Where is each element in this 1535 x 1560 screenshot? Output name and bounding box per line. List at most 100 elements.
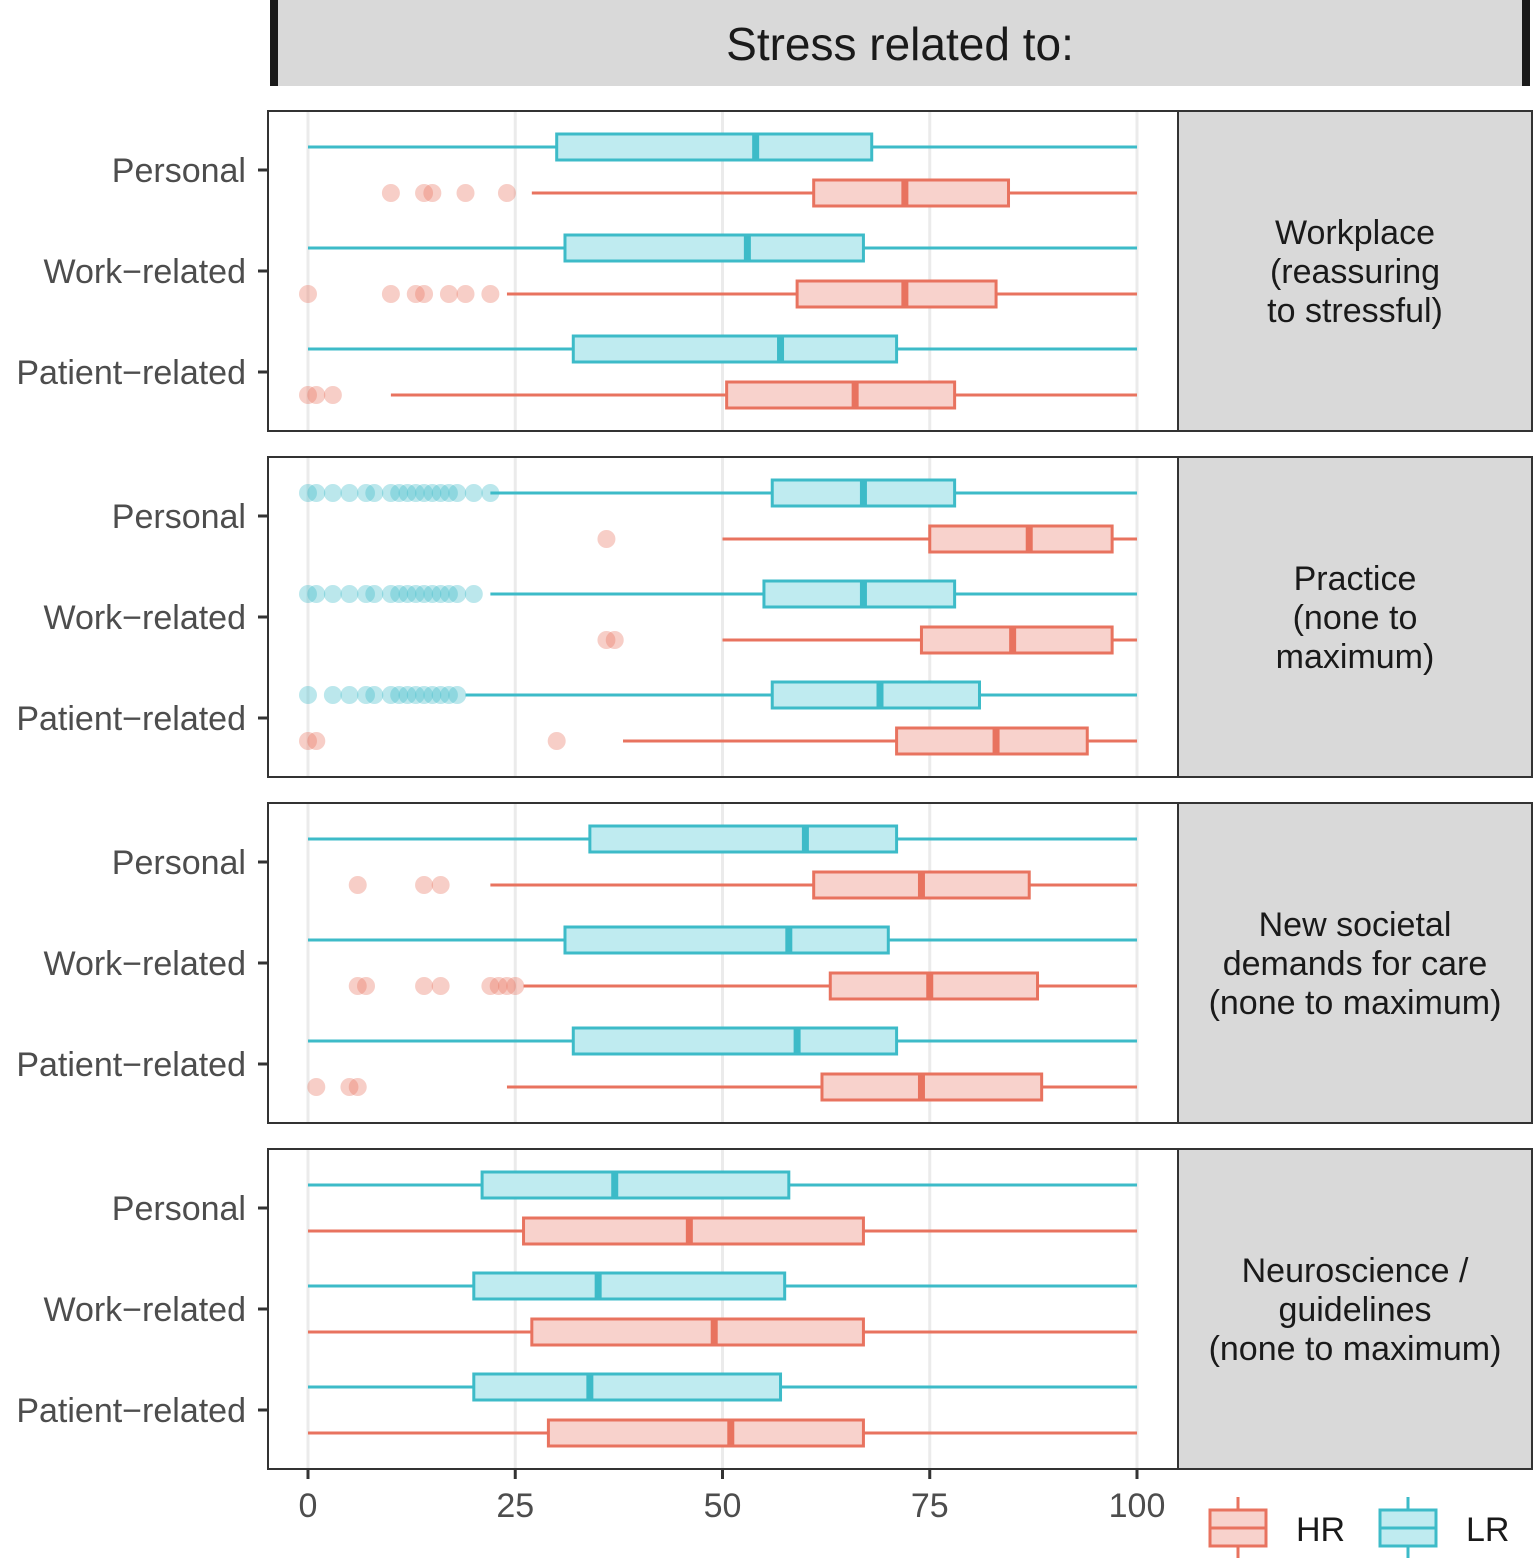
outlier-point bbox=[390, 484, 409, 502]
outlier-point bbox=[348, 1078, 367, 1096]
outlier-point bbox=[323, 484, 342, 502]
box-iqr bbox=[588, 824, 899, 854]
outlier-point bbox=[307, 484, 326, 502]
outlier-point bbox=[481, 977, 500, 995]
facet-strip-label: Neuroscience / bbox=[1242, 1252, 1469, 1290]
outlier-point bbox=[497, 184, 516, 202]
outlier-point bbox=[390, 585, 409, 603]
outlier-point bbox=[415, 285, 434, 303]
outlier-point bbox=[365, 585, 384, 603]
box-lr bbox=[308, 1271, 1137, 1301]
box-lr bbox=[308, 334, 1137, 364]
legend-item-hr: HR bbox=[1208, 1497, 1345, 1558]
outlier-point bbox=[431, 977, 450, 995]
outlier-point bbox=[357, 484, 376, 502]
y-tick-label: Patient−related bbox=[16, 1046, 246, 1084]
box-lr bbox=[308, 1372, 1137, 1402]
box-hr bbox=[308, 1317, 1137, 1347]
outlier-point bbox=[323, 386, 342, 404]
outlier-point bbox=[406, 585, 425, 603]
outlier-point bbox=[406, 285, 425, 303]
outlier-point bbox=[398, 585, 417, 603]
outlier-point bbox=[299, 732, 317, 750]
box-hr bbox=[308, 1418, 1137, 1448]
box-hr bbox=[348, 971, 1137, 1001]
y-tick-label: Patient−related bbox=[16, 700, 246, 738]
outlier-point bbox=[464, 585, 483, 603]
outlier-point bbox=[299, 585, 317, 603]
outlier-point bbox=[299, 285, 317, 303]
outlier-point bbox=[415, 876, 434, 894]
outlier-point bbox=[357, 686, 376, 704]
facet-strip bbox=[1177, 1148, 1533, 1470]
facet-strip-label: (none to maximum) bbox=[1209, 984, 1502, 1022]
box-iqr bbox=[828, 971, 1040, 1001]
outlier-point bbox=[448, 686, 467, 704]
y-tick-label: Personal bbox=[112, 152, 246, 190]
box-hr bbox=[307, 1072, 1137, 1102]
facet-strip-label: demands for care bbox=[1223, 945, 1488, 983]
box-iqr bbox=[522, 1216, 865, 1246]
outlier-point bbox=[439, 585, 458, 603]
box-iqr bbox=[472, 1372, 783, 1402]
outlier-point bbox=[481, 285, 500, 303]
legend: HR LR bbox=[1208, 1497, 1509, 1558]
box-hr bbox=[597, 625, 1137, 655]
y-tick-label: Work−related bbox=[43, 945, 246, 983]
y-tick-label: Work−related bbox=[43, 1291, 246, 1329]
box-iqr bbox=[762, 579, 957, 609]
facet-strip bbox=[1177, 456, 1533, 778]
outlier-point bbox=[423, 184, 442, 202]
facet-strip-label: Workplace bbox=[1275, 214, 1435, 252]
panel-border bbox=[267, 110, 1179, 432]
outlier-point bbox=[340, 686, 359, 704]
outlier-point bbox=[390, 686, 409, 704]
box-iqr bbox=[530, 1317, 865, 1347]
box-iqr bbox=[895, 726, 1089, 756]
outlier-point bbox=[415, 585, 434, 603]
outlier-point bbox=[415, 977, 434, 995]
outlier-point bbox=[456, 184, 475, 202]
panel-border bbox=[267, 456, 1179, 778]
outlier-point bbox=[439, 484, 458, 502]
y-tick-label: Patient−related bbox=[16, 354, 246, 392]
facet-strip bbox=[1177, 802, 1533, 1124]
x-tick-label: 25 bbox=[496, 1487, 534, 1525]
header-strip-right-edge bbox=[1522, 0, 1530, 86]
box-hr bbox=[299, 726, 1137, 756]
outlier-point bbox=[423, 585, 442, 603]
outlier-point bbox=[506, 977, 525, 995]
outlier-point bbox=[381, 484, 400, 502]
box-hr bbox=[597, 524, 1137, 554]
header-strip-background bbox=[272, 0, 1530, 86]
outlier-point bbox=[464, 484, 483, 502]
box-lr bbox=[308, 1026, 1137, 1056]
outlier-point bbox=[299, 386, 317, 404]
x-tick-label: 75 bbox=[911, 1487, 949, 1525]
outlier-point bbox=[398, 686, 417, 704]
outlier-point bbox=[381, 585, 400, 603]
outlier-point bbox=[456, 285, 475, 303]
box-lr bbox=[299, 478, 1137, 508]
box-lr bbox=[299, 579, 1137, 609]
box-iqr bbox=[770, 680, 981, 710]
box-hr bbox=[348, 870, 1137, 900]
facet-strip-label: (reassuring bbox=[1270, 253, 1440, 291]
x-tick-label: 0 bbox=[299, 1487, 318, 1525]
facet-strip-label: guidelines bbox=[1278, 1291, 1431, 1329]
outlier-point bbox=[381, 184, 400, 202]
box-iqr bbox=[571, 1026, 899, 1056]
facet-strip-label: maximum) bbox=[1276, 638, 1435, 676]
outlier-point bbox=[431, 585, 450, 603]
box-iqr bbox=[546, 1418, 865, 1448]
facet-panel-4: Neuroscience /guidelines(none to maximum… bbox=[16, 1148, 1533, 1470]
outlier-point bbox=[448, 484, 467, 502]
outlier-point bbox=[415, 484, 434, 502]
box-iqr bbox=[725, 380, 957, 410]
outlier-point bbox=[307, 1078, 326, 1096]
